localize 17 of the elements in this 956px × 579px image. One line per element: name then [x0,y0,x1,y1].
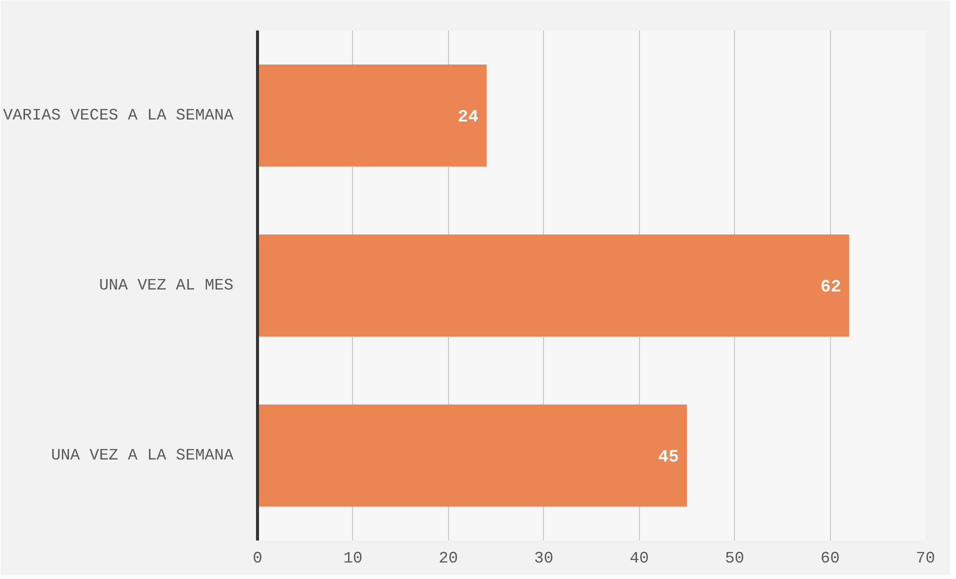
y-tick-label: UNA VEZ A LA SEMANA [51,446,234,464]
x-tick-label: 60 [820,550,840,568]
x-tick-label: 0 [252,550,262,568]
x-tick-label: 40 [630,550,649,568]
bar [258,64,487,166]
x-tick-label: 20 [438,550,458,568]
x-tick-label: 50 [725,550,744,568]
data-label: 45 [658,448,679,468]
data-label: 24 [458,108,479,128]
y-tick-label: UNA VEZ AL MES [99,276,234,294]
x-tick-label: 70 [916,550,936,568]
y-tick-label: VARIAS VECES A LA SEMANA [3,106,234,124]
bar [258,234,850,336]
data-label: 62 [820,278,842,298]
bar [258,404,687,506]
x-tick-label: 30 [534,550,554,568]
x-tick-label: 10 [343,550,363,568]
